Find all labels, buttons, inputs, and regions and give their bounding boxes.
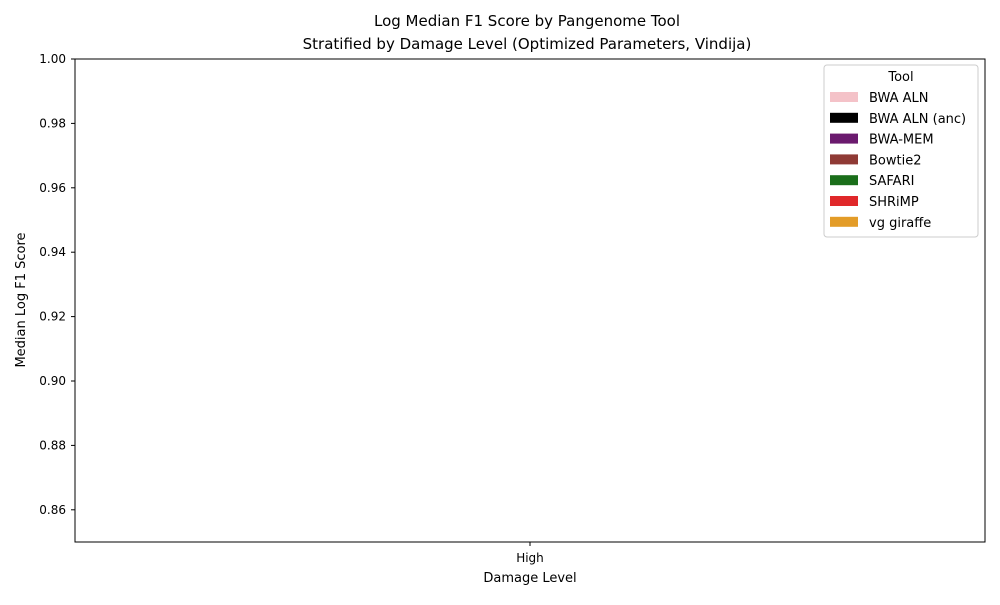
legend-frame — [823, 64, 979, 238]
chart-subtitle: Stratified by Damage Level (Optimized Pa… — [303, 35, 752, 53]
legend-label: BWA ALN (anc) — [869, 112, 966, 127]
legend-swatch — [830, 92, 858, 102]
x-tick-label: High — [516, 551, 544, 565]
legend-label: vg giraffe — [869, 216, 931, 231]
y-tick-label: 0.86 — [39, 503, 66, 517]
y-axis-ticks: 0.86 0.88 0.90 0.92 0.94 0.96 0.98 1.00 — [39, 52, 75, 517]
legend-label: SHRiMP — [869, 195, 919, 210]
x-axis-ticks: High — [516, 542, 544, 565]
legend-swatch — [830, 175, 858, 186]
plot-area-frame — [74, 58, 986, 543]
y-tick-label: 0.92 — [39, 310, 66, 324]
y-tick-label: 0.94 — [39, 245, 66, 259]
y-tick-label: 0.88 — [39, 438, 66, 452]
y-tick-label: 0.90 — [39, 374, 66, 388]
chart-title: Log Median F1 Score by Pangenome Tool — [374, 12, 680, 30]
legend-label: SAFARI — [869, 174, 914, 189]
legend-swatch — [830, 112, 858, 123]
legend-swatch — [830, 154, 858, 165]
legend-swatch — [830, 133, 858, 144]
legend-label: BWA ALN — [869, 91, 928, 106]
legend-swatch — [830, 216, 858, 227]
legend-swatch — [830, 196, 858, 206]
y-tick-label: 1.00 — [39, 52, 66, 66]
legend-entries: BWA ALN BWA ALN (anc) BWA-MEM Bowtie2 SAFARI… — [830, 91, 966, 231]
legend-label: Bowtie2 — [869, 153, 921, 168]
y-axis-label: Median Log F1 Score — [14, 232, 29, 367]
legend-title: Tool — [887, 70, 913, 85]
y-tick-label: 0.98 — [39, 116, 66, 130]
x-axis-label: Damage Level — [483, 571, 576, 586]
legend-label: BWA-MEM — [869, 133, 934, 148]
y-tick-label: 0.96 — [39, 181, 66, 195]
legend: Tool BWA ALN BWA ALN (anc) BWA-MEM Bowtie2 S… — [823, 64, 979, 238]
